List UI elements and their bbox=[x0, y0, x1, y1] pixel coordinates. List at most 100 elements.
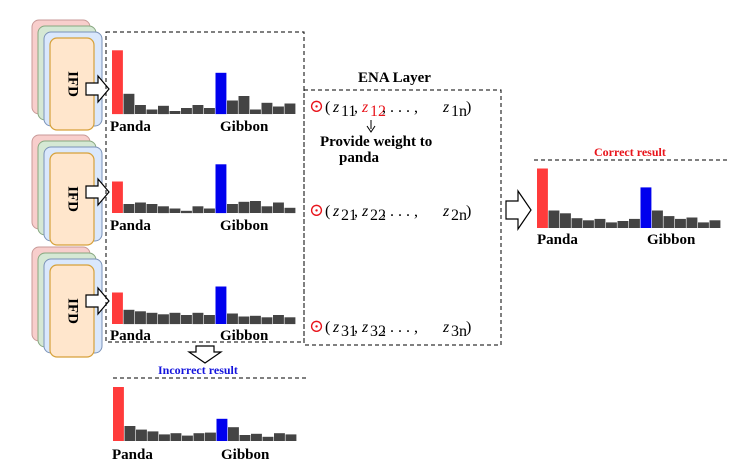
ifd-layer-front bbox=[49, 264, 95, 358]
histogram-bar bbox=[146, 312, 158, 325]
histogram-bar bbox=[261, 206, 273, 214]
histogram-bar bbox=[262, 436, 274, 441]
histogram-bar bbox=[181, 315, 192, 324]
histogram-bar bbox=[548, 210, 560, 228]
histogram-bar bbox=[227, 204, 238, 213]
gibbon-label: Gibbon bbox=[221, 447, 270, 463]
vector-close-paren: ) bbox=[466, 99, 471, 116]
arrow-ifd-3 bbox=[85, 286, 110, 316]
histogram-bar bbox=[261, 317, 273, 325]
gibbon-bar bbox=[215, 286, 227, 324]
ifd-layer-front bbox=[49, 152, 95, 246]
histogram-bar bbox=[698, 222, 709, 228]
histogram-bar bbox=[709, 220, 721, 228]
ifd-label: IFD bbox=[65, 298, 81, 324]
arrow-to-correct bbox=[505, 189, 532, 231]
histogram-bar bbox=[250, 201, 261, 213]
histogram-bar bbox=[124, 426, 136, 441]
gibbon-bar bbox=[640, 187, 652, 228]
ellipsis: , . . . , bbox=[382, 203, 418, 220]
histogram-bar bbox=[675, 218, 686, 228]
histogram-bar bbox=[238, 316, 250, 324]
histogram-bar bbox=[686, 217, 698, 228]
histogram-incorrect bbox=[113, 387, 297, 441]
histogram-bar bbox=[583, 220, 594, 228]
histogram-bar bbox=[147, 431, 159, 441]
weight-vector-3: ⊙ ( z 31 , z 32 , . . . , z 3n ) bbox=[309, 316, 471, 340]
ifd-stack-1: IFD bbox=[31, 19, 103, 131]
panda-bar bbox=[113, 387, 124, 441]
vector-open-paren: ( bbox=[325, 319, 330, 336]
weight-vector-2: ⊙ ( z 21 , z 22 , . . . , z 2n ) bbox=[309, 200, 471, 224]
histogram-bar bbox=[169, 312, 181, 325]
histogram-group-box bbox=[105, 31, 305, 343]
panda-bar bbox=[537, 168, 548, 228]
z-subscript-1: 21 bbox=[341, 207, 357, 224]
histogram-bar bbox=[159, 434, 170, 441]
histogram-bar bbox=[251, 433, 262, 441]
gibbon-bar bbox=[216, 418, 228, 441]
weight-vector-1: ⊙ ( z 11 , z 12 , . . . , z 1n ) bbox=[309, 96, 471, 120]
histogram-bar bbox=[652, 210, 663, 228]
histogram-bar bbox=[273, 202, 284, 213]
histogram-bar bbox=[123, 204, 135, 213]
histogram-correct bbox=[537, 168, 721, 228]
histogram-bar bbox=[146, 109, 158, 114]
histogram-bar bbox=[182, 435, 193, 441]
histogram-bar bbox=[663, 216, 675, 228]
histogram-bar bbox=[284, 317, 296, 325]
histogram-bar bbox=[250, 315, 261, 325]
gibbon-bar bbox=[215, 164, 227, 214]
histogram-bar bbox=[181, 108, 192, 114]
histogram-bar bbox=[284, 207, 296, 214]
z-subscript-1: 31 bbox=[341, 323, 357, 340]
gibbon-label: Gibbon bbox=[220, 328, 269, 344]
vector-open-paren: ( bbox=[325, 99, 330, 116]
histogram-bar bbox=[629, 218, 640, 228]
histogram-bar bbox=[250, 109, 261, 114]
histogram-bar bbox=[594, 218, 606, 228]
histogram-bar bbox=[135, 311, 146, 325]
histogram-bar bbox=[227, 313, 238, 324]
z-term-2: z bbox=[361, 319, 369, 336]
comma: , bbox=[354, 319, 358, 336]
z-term-1: z bbox=[332, 203, 340, 220]
odot-symbol: ⊙ bbox=[309, 316, 324, 336]
ena-layer-box bbox=[303, 89, 502, 346]
histogram-bar bbox=[204, 208, 215, 213]
incorrect-result-label: Incorrect result bbox=[158, 363, 238, 377]
histogram-bar bbox=[205, 432, 216, 441]
histogram-bar bbox=[193, 433, 205, 441]
histogram-bar bbox=[238, 201, 250, 214]
panda-label: Panda bbox=[110, 119, 151, 135]
histogram-bar bbox=[192, 312, 204, 325]
histogram-bar bbox=[560, 213, 571, 228]
provide-weight-text-2: panda bbox=[339, 150, 380, 166]
provide-weight-text: Provide weight to bbox=[320, 134, 432, 150]
gibbon-bar bbox=[215, 72, 227, 115]
histogram-bar bbox=[274, 433, 285, 441]
z-subscript-n: 3n bbox=[451, 323, 467, 340]
panda-label: Panda bbox=[112, 447, 153, 463]
histogram-bar bbox=[136, 429, 147, 441]
panda-label: Panda bbox=[110, 328, 151, 344]
histogram-bar bbox=[181, 210, 192, 214]
comma: , bbox=[354, 99, 358, 116]
histogram-bar bbox=[227, 100, 238, 114]
gibbon-label: Gibbon bbox=[647, 232, 696, 248]
z-subscript-2-highlight: 12 bbox=[370, 103, 386, 120]
z-subscript-2: 22 bbox=[370, 207, 386, 224]
panda-label: Panda bbox=[537, 232, 578, 248]
histogram-1 bbox=[112, 50, 296, 115]
arrow-ifd-1 bbox=[85, 74, 110, 104]
histogram-bar bbox=[135, 202, 146, 213]
ifd-label: IFD bbox=[65, 71, 81, 97]
histogram-bar bbox=[273, 106, 284, 114]
ifd-stack-3: IFD bbox=[31, 246, 103, 358]
vector-close-paren: ) bbox=[466, 319, 471, 336]
histogram-bar bbox=[158, 105, 169, 115]
ellipsis: , . . . , bbox=[382, 319, 418, 336]
histogram-bar bbox=[123, 93, 135, 115]
comma: , bbox=[354, 203, 358, 220]
